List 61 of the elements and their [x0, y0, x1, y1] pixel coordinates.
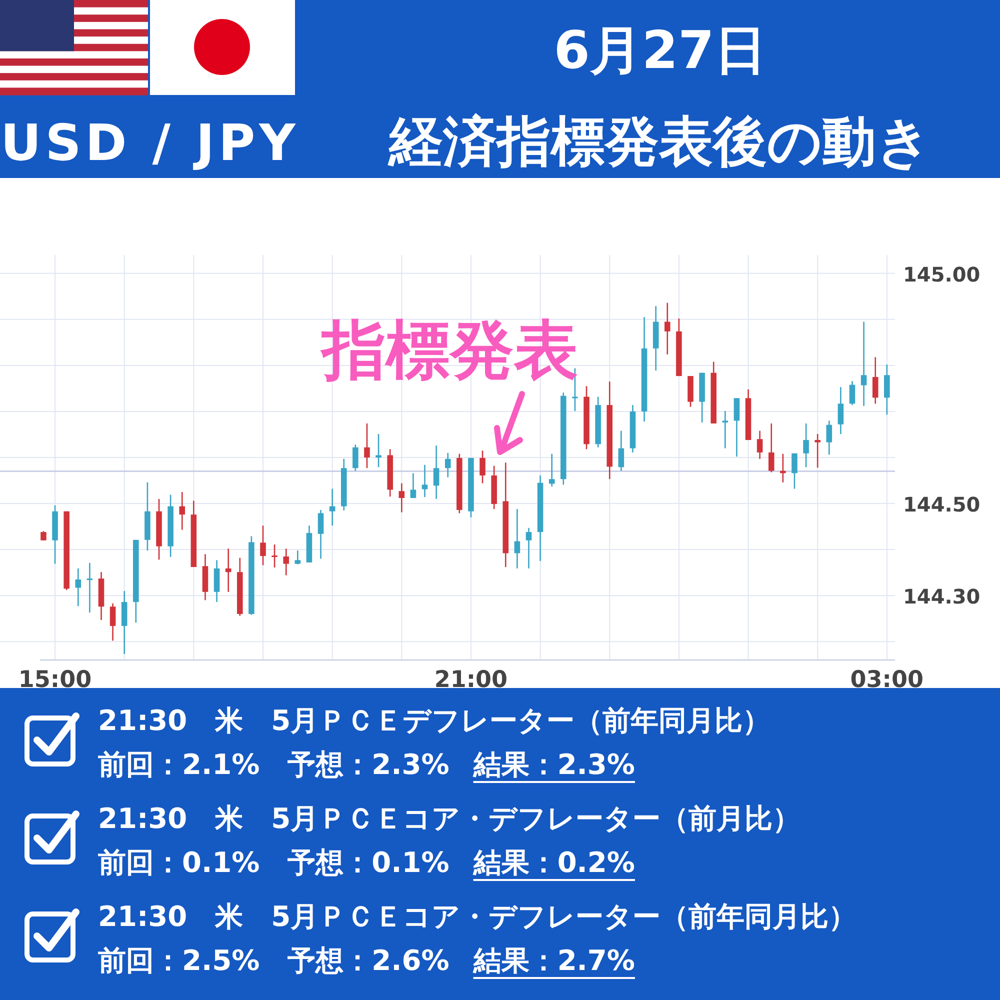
candlestick — [872, 356, 878, 404]
candlestick — [526, 527, 532, 570]
candlestick — [618, 430, 624, 472]
candlestick — [444, 452, 451, 478]
candlestick — [734, 397, 740, 458]
annotation: 結果：2.3% — [473, 748, 635, 781]
candlestick — [480, 450, 486, 484]
candlestick — [283, 548, 289, 576]
subtitle: 経済指標発表後の動き — [389, 110, 931, 173]
candlestick — [364, 422, 370, 469]
candlestick — [179, 491, 186, 530]
candlestick — [398, 482, 405, 513]
candlestick — [376, 433, 382, 468]
candlestick — [329, 488, 336, 526]
candlestick — [722, 410, 728, 449]
candlestick — [884, 364, 890, 416]
candlestick — [756, 430, 763, 460]
annotation: 21:30 米 5月ＰＣＥコア・デフレーター（前年同月比） — [98, 900, 857, 933]
candlestick — [121, 590, 128, 655]
candlestick — [792, 452, 798, 490]
candlestick — [860, 321, 867, 407]
ytick: 145.00 — [903, 262, 980, 286]
candlestick — [272, 544, 278, 568]
candlestick — [514, 508, 520, 570]
candlestick — [225, 548, 232, 593]
candlestick — [826, 420, 832, 456]
annotation: 前回：2.5% 予想：2.6% — [98, 944, 450, 977]
candlestick — [352, 444, 358, 472]
xtick: 03:00 — [850, 667, 924, 693]
candlestick — [40, 530, 46, 541]
annotation: 21:30 米 5月ＰＣＥコア・デフレーター（前月比） — [98, 802, 801, 835]
candlestick — [110, 602, 116, 642]
candlestick — [75, 568, 82, 607]
title: 6月27日 — [554, 21, 766, 81]
candlestick — [86, 562, 93, 614]
annotation: 21:30 米 5月ＰＣＥデフレーター（前年同月比） — [98, 704, 771, 737]
candlestick — [260, 524, 266, 566]
xtick: 15:00 — [18, 667, 92, 693]
candlestick — [410, 472, 416, 499]
candlestick — [214, 559, 220, 603]
annotation: 指標発表 — [322, 314, 578, 388]
candlestick — [780, 453, 786, 483]
candlestick — [548, 453, 555, 488]
annotation: 結果：0.2% — [473, 846, 635, 879]
annotation: 結果：2.7% — [473, 944, 635, 977]
annotation: USD / JPY — [0, 114, 300, 172]
candlestick — [768, 422, 774, 473]
candlestick — [318, 509, 324, 560]
candlestick — [849, 380, 856, 406]
candlestick — [664, 302, 670, 356]
candlestick — [803, 422, 809, 468]
ytick: 144.50 — [903, 492, 980, 517]
candlestick — [294, 550, 301, 565]
annotation: 前回：0.1% 予想：0.1% — [98, 846, 450, 879]
xtick: 21:00 — [434, 667, 508, 693]
annotation: 前回：2.1% 予想：2.3% — [98, 748, 450, 781]
candlestick — [814, 433, 820, 468]
candlestick — [422, 464, 428, 498]
ytick: 144.30 — [903, 584, 980, 609]
candlestick — [838, 386, 844, 435]
candlestick — [433, 444, 440, 500]
